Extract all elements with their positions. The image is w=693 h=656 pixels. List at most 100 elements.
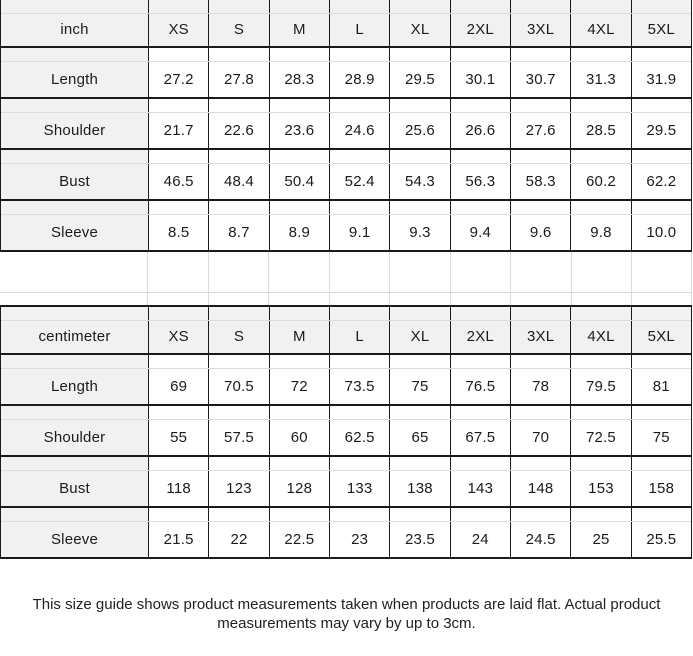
value-cell: 75 (630, 406, 691, 455)
gap-cell (147, 252, 208, 305)
size-guide-footnote: This size guide shows product measuremen… (32, 596, 661, 632)
value-cell: 22 (208, 508, 269, 557)
table-row: Bust 46.5 48.4 50.4 52.4 54.3 56.3 58.3 60.2 62.2 (1, 150, 691, 201)
value-cell: 118 (148, 457, 209, 506)
size-header-cell: 2XL (449, 307, 510, 353)
row-label-cell: Sleeve (1, 201, 148, 250)
value-cell: 9.8 (570, 201, 631, 250)
row-label-cell: Shoulder (1, 99, 148, 148)
value-cell: 23.6 (268, 99, 329, 148)
size-header-cell: 3XL (509, 0, 571, 46)
value-cell: 67.5 (449, 406, 510, 455)
size-header-cell: S (208, 307, 269, 353)
value-cell: 29.5 (389, 48, 450, 97)
value-cell: 9.6 (509, 201, 571, 250)
value-cell: 27.2 (148, 48, 209, 97)
row-label-cell: Bust (1, 457, 148, 506)
row-label-cell: Length (1, 355, 148, 404)
row-label-cell: Sleeve (1, 508, 148, 557)
size-header-cell: M (268, 0, 329, 46)
value-cell: 69 (148, 355, 209, 404)
unit-label-cell: centimeter (1, 307, 148, 353)
table-row: Sleeve 21.5 22 22.5 23 23.5 24 24.5 25 25.5 (1, 508, 691, 559)
value-cell: 81 (630, 355, 691, 404)
value-cell: 65 (389, 406, 450, 455)
value-cell: 10.0 (630, 201, 691, 250)
value-cell: 22.5 (268, 508, 329, 557)
value-cell: 56.3 (449, 150, 510, 199)
value-cell: 26.6 (449, 99, 510, 148)
value-cell: 75 (389, 355, 450, 404)
value-cell: 8.7 (208, 201, 269, 250)
size-header-cell: S (208, 0, 269, 46)
size-header-cell: XL (389, 0, 450, 46)
value-cell: 28.5 (570, 99, 631, 148)
value-cell: 62.2 (630, 150, 691, 199)
value-cell: 70.5 (208, 355, 269, 404)
value-cell: 28.9 (328, 48, 390, 97)
value-cell: 46.5 (148, 150, 209, 199)
size-header-cell: 4XL (570, 307, 631, 353)
size-header-cell: L (328, 307, 390, 353)
gap-cell (449, 252, 511, 305)
value-cell: 70 (509, 406, 571, 455)
size-table-inch: inch XS S M L XL 2XL 3XL 4XL 5XL Length 27.2 27.8 28.… (0, 0, 692, 252)
value-cell: 21.5 (148, 508, 209, 557)
size-header-row: centimeter XS S M L XL 2XL 3XL 4XL 5XL (1, 307, 691, 355)
value-cell: 22.6 (208, 99, 269, 148)
row-label-cell: Shoulder (1, 406, 148, 455)
value-cell: 9.3 (389, 201, 450, 250)
value-cell: 158 (630, 457, 691, 506)
value-cell: 133 (328, 457, 390, 506)
value-cell: 143 (449, 457, 510, 506)
value-cell: 25 (570, 508, 631, 557)
value-cell: 128 (268, 457, 329, 506)
value-cell: 23.5 (389, 508, 450, 557)
value-cell: 28.3 (268, 48, 329, 97)
value-cell: 8.5 (148, 201, 209, 250)
value-cell: 138 (389, 457, 450, 506)
value-cell: 54.3 (389, 150, 450, 199)
gap-cell (570, 252, 632, 305)
value-cell: 72.5 (570, 406, 631, 455)
value-cell: 24.5 (509, 508, 571, 557)
value-cell: 148 (509, 457, 571, 506)
value-cell: 73.5 (328, 355, 390, 404)
value-cell: 57.5 (208, 406, 269, 455)
value-cell: 25.5 (630, 508, 691, 557)
gap-cell (328, 252, 390, 305)
value-cell: 9.1 (328, 201, 390, 250)
size-header-cell: 3XL (509, 307, 571, 353)
value-cell: 30.1 (449, 48, 510, 97)
gap-cell (631, 252, 692, 305)
gap-cell (0, 252, 147, 305)
size-header-cell: 5XL (630, 307, 691, 353)
gap-cell (389, 252, 450, 305)
value-cell: 52.4 (328, 150, 390, 199)
size-header-cell: 2XL (449, 0, 510, 46)
value-cell: 24.6 (328, 99, 390, 148)
size-header-cell: 5XL (630, 0, 691, 46)
value-cell: 153 (570, 457, 631, 506)
gap-cell (268, 252, 329, 305)
value-cell: 29.5 (630, 99, 691, 148)
value-cell: 60.2 (570, 150, 631, 199)
row-label-cell: Bust (1, 150, 148, 199)
value-cell: 60 (268, 406, 329, 455)
size-table-centimeter: centimeter XS S M L XL 2XL 3XL 4XL 5XL Length 69 70.… (0, 305, 692, 559)
value-cell: 78 (509, 355, 571, 404)
table-row: Length 69 70.5 72 73.5 75 76.5 78 79.5 81 (1, 355, 691, 406)
value-cell: 55 (148, 406, 209, 455)
value-cell: 31.9 (630, 48, 691, 97)
value-cell: 24 (449, 508, 510, 557)
table-row: Bust 118 123 128 133 138 143 148 153 158 (1, 457, 691, 508)
value-cell: 58.3 (509, 150, 571, 199)
value-cell: 48.4 (208, 150, 269, 199)
size-header-cell: XS (148, 0, 209, 46)
size-header-cell: XL (389, 307, 450, 353)
value-cell: 50.4 (268, 150, 329, 199)
value-cell: 23 (328, 508, 390, 557)
unit-label-cell: inch (1, 0, 148, 46)
value-cell: 76.5 (449, 355, 510, 404)
value-cell: 27.8 (208, 48, 269, 97)
